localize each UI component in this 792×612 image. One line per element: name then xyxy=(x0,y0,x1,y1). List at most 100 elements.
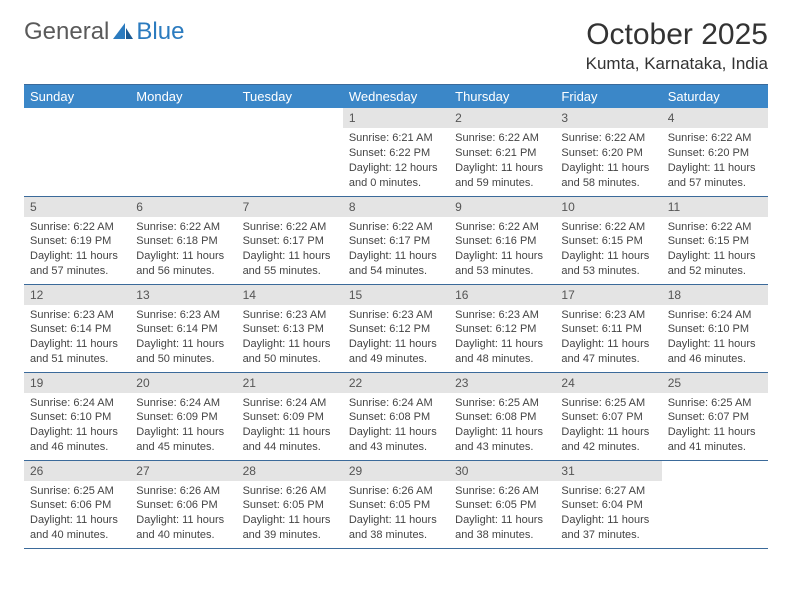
calendar-cell xyxy=(662,460,768,548)
day-number: 13 xyxy=(130,285,236,305)
day-number: 15 xyxy=(343,285,449,305)
logo-text-2: Blue xyxy=(136,18,184,46)
calendar-cell: 27Sunrise: 6:26 AMSunset: 6:06 PMDayligh… xyxy=(130,460,236,548)
calendar-cell: 4Sunrise: 6:22 AMSunset: 6:20 PMDaylight… xyxy=(662,108,768,196)
cell-body: Sunrise: 6:26 AMSunset: 6:05 PMDaylight:… xyxy=(449,481,555,547)
day-header: Monday xyxy=(130,85,236,109)
cell-body: Sunrise: 6:23 AMSunset: 6:13 PMDaylight:… xyxy=(237,305,343,371)
calendar-cell: 15Sunrise: 6:23 AMSunset: 6:12 PMDayligh… xyxy=(343,284,449,372)
day-number: 1 xyxy=(343,108,449,128)
calendar-cell: 11Sunrise: 6:22 AMSunset: 6:15 PMDayligh… xyxy=(662,196,768,284)
calendar-cell: 6Sunrise: 6:22 AMSunset: 6:18 PMDaylight… xyxy=(130,196,236,284)
calendar-cell: 13Sunrise: 6:23 AMSunset: 6:14 PMDayligh… xyxy=(130,284,236,372)
cell-body: Sunrise: 6:22 AMSunset: 6:19 PMDaylight:… xyxy=(24,217,130,283)
day-number: 6 xyxy=(130,197,236,217)
calendar-body: 1Sunrise: 6:21 AMSunset: 6:22 PMDaylight… xyxy=(24,108,768,548)
calendar-cell: 26Sunrise: 6:25 AMSunset: 6:06 PMDayligh… xyxy=(24,460,130,548)
cell-body: Sunrise: 6:24 AMSunset: 6:09 PMDaylight:… xyxy=(130,393,236,459)
cell-body: Sunrise: 6:23 AMSunset: 6:14 PMDaylight:… xyxy=(24,305,130,371)
calendar-week-row: 1Sunrise: 6:21 AMSunset: 6:22 PMDaylight… xyxy=(24,108,768,196)
calendar-table: SundayMondayTuesdayWednesdayThursdayFrid… xyxy=(24,84,768,549)
day-header-row: SundayMondayTuesdayWednesdayThursdayFrid… xyxy=(24,85,768,109)
day-header: Friday xyxy=(555,85,661,109)
cell-body: Sunrise: 6:23 AMSunset: 6:14 PMDaylight:… xyxy=(130,305,236,371)
calendar-cell: 24Sunrise: 6:25 AMSunset: 6:07 PMDayligh… xyxy=(555,372,661,460)
cell-body: Sunrise: 6:22 AMSunset: 6:15 PMDaylight:… xyxy=(555,217,661,283)
month-title: October 2025 xyxy=(586,18,768,52)
cell-body: Sunrise: 6:22 AMSunset: 6:20 PMDaylight:… xyxy=(662,128,768,194)
day-number: 25 xyxy=(662,373,768,393)
cell-body: Sunrise: 6:22 AMSunset: 6:17 PMDaylight:… xyxy=(237,217,343,283)
day-number: 18 xyxy=(662,285,768,305)
header: General Blue October 2025 Kumta, Karnata… xyxy=(24,18,768,74)
cell-body: Sunrise: 6:22 AMSunset: 6:16 PMDaylight:… xyxy=(449,217,555,283)
cell-body: Sunrise: 6:22 AMSunset: 6:21 PMDaylight:… xyxy=(449,128,555,194)
calendar-cell: 19Sunrise: 6:24 AMSunset: 6:10 PMDayligh… xyxy=(24,372,130,460)
day-header: Thursday xyxy=(449,85,555,109)
calendar-cell: 12Sunrise: 6:23 AMSunset: 6:14 PMDayligh… xyxy=(24,284,130,372)
day-number: 28 xyxy=(237,461,343,481)
calendar-cell: 8Sunrise: 6:22 AMSunset: 6:17 PMDaylight… xyxy=(343,196,449,284)
calendar-cell: 18Sunrise: 6:24 AMSunset: 6:10 PMDayligh… xyxy=(662,284,768,372)
calendar-cell: 22Sunrise: 6:24 AMSunset: 6:08 PMDayligh… xyxy=(343,372,449,460)
calendar-cell: 30Sunrise: 6:26 AMSunset: 6:05 PMDayligh… xyxy=(449,460,555,548)
cell-body: Sunrise: 6:24 AMSunset: 6:10 PMDaylight:… xyxy=(24,393,130,459)
day-number: 3 xyxy=(555,108,661,128)
day-number: 19 xyxy=(24,373,130,393)
calendar-week-row: 26Sunrise: 6:25 AMSunset: 6:06 PMDayligh… xyxy=(24,460,768,548)
day-number: 4 xyxy=(662,108,768,128)
cell-body: Sunrise: 6:25 AMSunset: 6:07 PMDaylight:… xyxy=(555,393,661,459)
cell-body: Sunrise: 6:23 AMSunset: 6:11 PMDaylight:… xyxy=(555,305,661,371)
day-number: 27 xyxy=(130,461,236,481)
calendar-cell: 17Sunrise: 6:23 AMSunset: 6:11 PMDayligh… xyxy=(555,284,661,372)
calendar-cell: 28Sunrise: 6:26 AMSunset: 6:05 PMDayligh… xyxy=(237,460,343,548)
day-number: 2 xyxy=(449,108,555,128)
calendar-week-row: 12Sunrise: 6:23 AMSunset: 6:14 PMDayligh… xyxy=(24,284,768,372)
calendar-week-row: 19Sunrise: 6:24 AMSunset: 6:10 PMDayligh… xyxy=(24,372,768,460)
day-number: 17 xyxy=(555,285,661,305)
cell-body: Sunrise: 6:26 AMSunset: 6:05 PMDaylight:… xyxy=(237,481,343,547)
day-number: 14 xyxy=(237,285,343,305)
logo: General Blue xyxy=(24,18,184,46)
day-number: 24 xyxy=(555,373,661,393)
cell-body: Sunrise: 6:22 AMSunset: 6:15 PMDaylight:… xyxy=(662,217,768,283)
day-number: 10 xyxy=(555,197,661,217)
day-number: 20 xyxy=(130,373,236,393)
day-header: Tuesday xyxy=(237,85,343,109)
calendar-cell: 2Sunrise: 6:22 AMSunset: 6:21 PMDaylight… xyxy=(449,108,555,196)
title-block: October 2025 Kumta, Karnataka, India xyxy=(586,18,768,74)
calendar-cell xyxy=(237,108,343,196)
cell-body: Sunrise: 6:21 AMSunset: 6:22 PMDaylight:… xyxy=(343,128,449,194)
calendar-cell: 21Sunrise: 6:24 AMSunset: 6:09 PMDayligh… xyxy=(237,372,343,460)
calendar-cell: 16Sunrise: 6:23 AMSunset: 6:12 PMDayligh… xyxy=(449,284,555,372)
calendar-cell: 5Sunrise: 6:22 AMSunset: 6:19 PMDaylight… xyxy=(24,196,130,284)
calendar-cell: 3Sunrise: 6:22 AMSunset: 6:20 PMDaylight… xyxy=(555,108,661,196)
day-number: 8 xyxy=(343,197,449,217)
calendar-cell: 25Sunrise: 6:25 AMSunset: 6:07 PMDayligh… xyxy=(662,372,768,460)
cell-body: Sunrise: 6:25 AMSunset: 6:06 PMDaylight:… xyxy=(24,481,130,547)
calendar-cell: 29Sunrise: 6:26 AMSunset: 6:05 PMDayligh… xyxy=(343,460,449,548)
day-number: 7 xyxy=(237,197,343,217)
calendar-cell: 7Sunrise: 6:22 AMSunset: 6:17 PMDaylight… xyxy=(237,196,343,284)
cell-body: Sunrise: 6:24 AMSunset: 6:08 PMDaylight:… xyxy=(343,393,449,459)
location: Kumta, Karnataka, India xyxy=(586,54,768,74)
day-header: Wednesday xyxy=(343,85,449,109)
cell-body: Sunrise: 6:24 AMSunset: 6:09 PMDaylight:… xyxy=(237,393,343,459)
day-number: 30 xyxy=(449,461,555,481)
day-number: 21 xyxy=(237,373,343,393)
cell-body: Sunrise: 6:22 AMSunset: 6:20 PMDaylight:… xyxy=(555,128,661,194)
cell-body: Sunrise: 6:27 AMSunset: 6:04 PMDaylight:… xyxy=(555,481,661,547)
day-number: 11 xyxy=(662,197,768,217)
calendar-cell: 31Sunrise: 6:27 AMSunset: 6:04 PMDayligh… xyxy=(555,460,661,548)
day-header: Saturday xyxy=(662,85,768,109)
calendar-cell: 10Sunrise: 6:22 AMSunset: 6:15 PMDayligh… xyxy=(555,196,661,284)
logo-sail-icon xyxy=(112,22,134,42)
cell-body: Sunrise: 6:22 AMSunset: 6:18 PMDaylight:… xyxy=(130,217,236,283)
cell-body: Sunrise: 6:25 AMSunset: 6:08 PMDaylight:… xyxy=(449,393,555,459)
day-number: 12 xyxy=(24,285,130,305)
day-number: 9 xyxy=(449,197,555,217)
day-number: 31 xyxy=(555,461,661,481)
calendar-cell: 20Sunrise: 6:24 AMSunset: 6:09 PMDayligh… xyxy=(130,372,236,460)
day-number: 29 xyxy=(343,461,449,481)
calendar-cell: 1Sunrise: 6:21 AMSunset: 6:22 PMDaylight… xyxy=(343,108,449,196)
